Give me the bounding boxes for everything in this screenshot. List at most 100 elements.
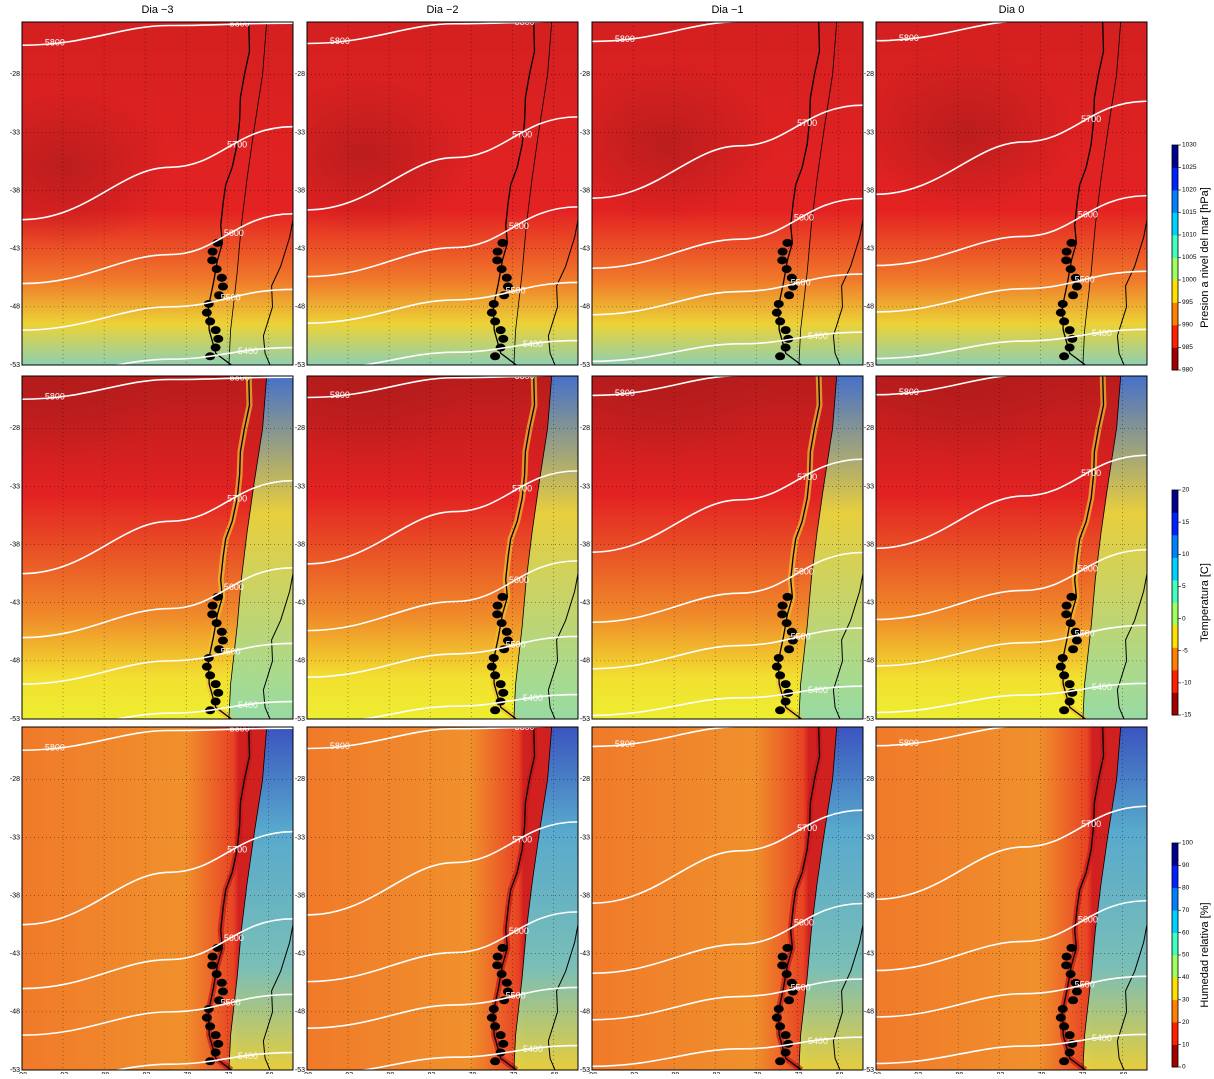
colorbar-segment	[1172, 250, 1178, 258]
island	[490, 1057, 501, 1066]
lat-tick-label: -28	[10, 776, 20, 783]
colorbar-segment	[1172, 347, 1178, 356]
contour-line	[592, 685, 863, 717]
island	[496, 970, 507, 979]
island	[1061, 601, 1072, 610]
column-title: Dia −2	[426, 4, 458, 16]
colorbar-segment	[1172, 572, 1178, 581]
island	[1071, 987, 1082, 996]
contour-label: 5400	[238, 346, 258, 356]
contour-label: 5800	[230, 373, 250, 383]
island	[773, 1004, 784, 1013]
coastline	[832, 219, 863, 365]
high-center	[22, 87, 174, 248]
island	[214, 291, 225, 300]
island	[773, 653, 784, 662]
island	[773, 299, 784, 308]
contour-label: 5800	[230, 724, 250, 734]
lat-tick-label: -43	[295, 246, 305, 253]
colorbar-segment	[1172, 160, 1178, 168]
contour-line	[112, 346, 293, 365]
contour-line	[592, 197, 863, 270]
panel-frame	[306, 726, 579, 1071]
contour-label: 5800	[1084, 368, 1104, 378]
colorbar-tick-label: 90	[1182, 862, 1190, 869]
island	[201, 308, 212, 317]
colorbar-segment	[1172, 677, 1178, 686]
lat-tick-label: -28	[580, 71, 590, 78]
colorbar-segment	[1172, 557, 1178, 566]
colorbar-segment	[1172, 242, 1178, 251]
contour-label: 5500	[1075, 628, 1095, 638]
contour-line	[112, 700, 293, 719]
island	[495, 1031, 506, 1040]
contour-line	[876, 100, 1147, 196]
island	[486, 662, 497, 671]
contour-line	[592, 551, 863, 624]
island	[501, 273, 512, 282]
colorbar-segment	[1172, 617, 1178, 626]
contour-label: 5800	[515, 722, 535, 732]
map-panel: 5800 5800 5700 5600 5500 5400	[592, 727, 863, 1070]
island	[1055, 1013, 1066, 1022]
colorbar-segment	[1172, 197, 1178, 206]
island	[1066, 592, 1077, 601]
island	[213, 334, 224, 343]
coastline	[262, 924, 293, 1070]
island	[502, 282, 513, 291]
contour-label: 5700	[797, 823, 817, 833]
coastline	[547, 924, 578, 1070]
lat-tick-label: -38	[580, 892, 590, 899]
colorbar-segment	[1172, 700, 1178, 708]
island	[1070, 273, 1081, 282]
border	[1082, 376, 1122, 719]
island	[777, 256, 788, 265]
contour-line	[22, 830, 293, 926]
high-center	[876, 376, 1077, 462]
contour-label: 5600	[224, 933, 244, 943]
colorbar-segment	[1172, 527, 1178, 536]
contour-line	[359, 339, 578, 365]
colorbar-segment	[1172, 152, 1178, 161]
contour-line	[876, 22, 1016, 42]
island	[781, 970, 792, 979]
lat-tick-label: -43	[864, 600, 874, 607]
colorbar-segment	[1172, 655, 1178, 663]
contour-label: 5500	[221, 293, 241, 303]
island	[780, 680, 791, 689]
contour-label: 5500	[791, 631, 811, 641]
colorbar-segment	[1172, 632, 1178, 641]
lat-tick-label: -43	[864, 246, 874, 253]
island	[217, 636, 228, 645]
contour-label: 5800	[45, 392, 65, 402]
island	[775, 1057, 786, 1066]
lat-tick-label: -48	[10, 658, 20, 665]
colorbar-tick-label: 40	[1182, 974, 1190, 981]
island	[490, 352, 501, 361]
island	[497, 592, 508, 601]
contour-line	[22, 642, 293, 685]
contour-line	[592, 809, 863, 904]
contour-label: 5800	[899, 33, 919, 43]
contour-label: 5700	[512, 835, 532, 845]
contour-line	[22, 479, 293, 575]
land-field	[1082, 376, 1147, 719]
contour-line	[876, 899, 1147, 972]
island	[205, 1022, 216, 1031]
island	[205, 317, 216, 326]
colorbar-tick-label: 1020	[1182, 187, 1197, 194]
panel-frame	[306, 21, 579, 366]
panel-frame	[875, 726, 1148, 1071]
colorbar-segment	[1172, 145, 1178, 153]
colorbar-segment	[1172, 295, 1178, 303]
colorbar-tick-label: 10	[1182, 1041, 1190, 1048]
island	[492, 952, 503, 961]
colorbar-segment	[1172, 167, 1178, 176]
island	[497, 238, 508, 247]
island	[1057, 299, 1068, 308]
colorbar-tick-label: 70	[1182, 907, 1190, 914]
colorbar-segment	[1172, 595, 1178, 603]
contour-line	[876, 624, 1147, 667]
border	[513, 376, 553, 719]
